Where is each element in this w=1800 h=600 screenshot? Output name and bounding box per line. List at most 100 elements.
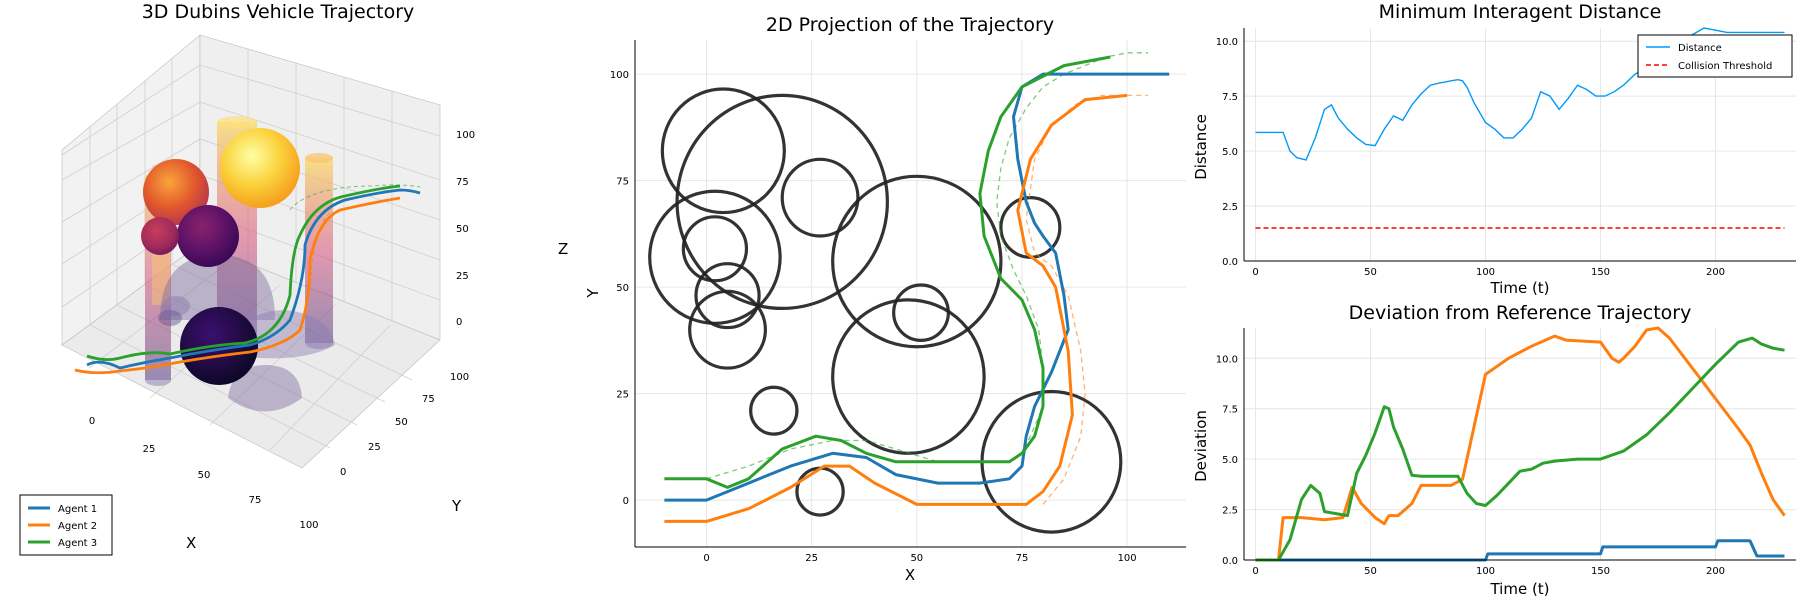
panel-deviation: Deviation from Reference Trajectory 0 50 1… bbox=[1192, 302, 1796, 598]
obstacle-circle bbox=[694, 262, 761, 330]
y-axis-label-2d: Y bbox=[584, 288, 602, 299]
legend-item-agent-2: Agent 2 bbox=[28, 521, 97, 532]
chart-distance-y-tick-label: 7.5 bbox=[1222, 92, 1238, 103]
obstacle-circle bbox=[892, 283, 950, 342]
chart-distance-x-tick-label: 150 bbox=[1591, 267, 1610, 278]
svg-text:50: 50 bbox=[198, 470, 211, 481]
chart-2d-y-tick-label: 75 bbox=[616, 177, 629, 188]
chart-2d-x-tick-label: 25 bbox=[805, 553, 818, 564]
z-axis-label-3d: Z bbox=[558, 240, 568, 258]
chart-2d-title: 2D Projection of the Trajectory bbox=[766, 14, 1054, 36]
panel-2d: 2D Projection of the Trajectory 0 25 50 75 1… bbox=[584, 14, 1186, 584]
chart-deviation-y-tick-label: 5.0 bbox=[1222, 455, 1238, 466]
svg-text:25: 25 bbox=[143, 444, 156, 455]
chart-distance-y-tick-label: 0.0 bbox=[1222, 257, 1238, 268]
chart-distance-x-tick-label: 200 bbox=[1706, 267, 1725, 278]
agent-2-deviation-line bbox=[1255, 326, 1786, 562]
svg-text:Collision Threshold: Collision Threshold bbox=[1678, 61, 1772, 72]
svg-text:Agent 1: Agent 1 bbox=[58, 504, 97, 515]
legend-distance: Distance Collision Threshold bbox=[1637, 34, 1793, 78]
chart-2d-y-tick-label: 0 bbox=[623, 496, 629, 507]
chart-deviation-y-tick-label: 0.0 bbox=[1222, 556, 1238, 567]
chart-deviation-y-tick-label: 10.0 bbox=[1216, 354, 1238, 365]
legend-item-agent-1: Agent 1 bbox=[28, 504, 97, 515]
y-axis-label-distance: Distance bbox=[1192, 114, 1210, 180]
svg-text:0: 0 bbox=[456, 317, 462, 328]
axes-distance: 0 50 100 150 200 0.0 2.5 5.0 7.5 10.0 bbox=[1216, 28, 1796, 278]
chart-2d-x-tick-label: 50 bbox=[910, 553, 923, 564]
chart-distance-x-tick-label: 100 bbox=[1476, 267, 1495, 278]
svg-text:25: 25 bbox=[368, 442, 381, 453]
svg-text:75: 75 bbox=[422, 394, 435, 405]
chart-deviation-x-tick-label: 0 bbox=[1252, 566, 1258, 577]
svg-text:75: 75 bbox=[456, 177, 469, 188]
obstacle-circle bbox=[660, 87, 786, 215]
x-axis-label-2d: X bbox=[905, 566, 915, 584]
agent-1-deviation-line bbox=[1255, 539, 1785, 562]
agent-3-path-2d bbox=[664, 55, 1111, 489]
x-axis-label-deviation: Time (t) bbox=[1489, 580, 1549, 598]
legend-item-distance: Distance bbox=[1646, 43, 1722, 54]
y-axis-label-3d: Y bbox=[451, 497, 462, 515]
obstacle-circles-2d bbox=[648, 87, 1123, 534]
obstacle-circle bbox=[749, 385, 799, 436]
svg-text:50: 50 bbox=[456, 224, 469, 235]
lines-deviation bbox=[1255, 326, 1786, 562]
obstacle-circle bbox=[780, 157, 860, 238]
ticks-3d: 100 75 50 25 0 100 75 50 25 0 0 25 50 75… bbox=[89, 130, 475, 531]
svg-text:50: 50 bbox=[395, 417, 408, 428]
chart-deviation-title: Deviation from Reference Trajectory bbox=[1349, 302, 1692, 324]
grid-deviation bbox=[1244, 328, 1796, 561]
x-axis-label-3d: X bbox=[186, 534, 196, 552]
x-axis-label-distance: Time (t) bbox=[1489, 279, 1549, 297]
svg-text:100: 100 bbox=[456, 130, 475, 141]
agent-2-path-3d bbox=[74, 196, 401, 375]
svg-text:100: 100 bbox=[299, 520, 318, 531]
chart-2d-y-tick-label: 100 bbox=[610, 70, 629, 81]
trajectories-2d bbox=[664, 55, 1170, 523]
axes-2d: 0 25 50 75 100 0 25 50 75 100 bbox=[610, 40, 1186, 564]
chart-deviation-x-tick-label: 150 bbox=[1591, 566, 1610, 577]
chart-distance-y-tick-label: 2.5 bbox=[1222, 202, 1238, 213]
agent-2-path-2d bbox=[664, 93, 1128, 523]
chart-2d-y-tick-label: 50 bbox=[616, 283, 629, 294]
chart-distance-x-tick-label: 50 bbox=[1364, 267, 1377, 278]
agent-1-path-3d bbox=[86, 188, 421, 370]
agent-3-path-3d bbox=[86, 184, 401, 361]
chart-2d-x-tick-label: 100 bbox=[1118, 553, 1137, 564]
chart-distance-y-tick-label: 10.0 bbox=[1216, 37, 1238, 48]
chart-2d-x-tick-label: 0 bbox=[703, 553, 709, 564]
chart-2d-x-tick-label: 75 bbox=[1016, 553, 1029, 564]
y-axis-label-deviation: Deviation bbox=[1192, 410, 1210, 482]
reference-paths-2d bbox=[706, 52, 1149, 505]
reference-path bbox=[1025, 94, 1149, 505]
chart-deviation-x-tick-label: 50 bbox=[1364, 566, 1377, 577]
chart-2d-y-tick-label: 25 bbox=[616, 390, 629, 401]
svg-text:25: 25 bbox=[456, 271, 469, 282]
legend-item-threshold: Collision Threshold bbox=[1646, 61, 1772, 72]
panel-3d: 3D Dubins Vehicle Trajectory bbox=[19, 1, 568, 556]
obstacle-circle bbox=[831, 298, 986, 455]
chart-deviation-x-tick-label: 100 bbox=[1476, 566, 1495, 577]
chart-distance-title: Minimum Interagent Distance bbox=[1379, 1, 1662, 23]
chart-distance-x-tick-label: 0 bbox=[1252, 267, 1258, 278]
obstacle-circle bbox=[831, 174, 1003, 349]
axes-deviation: 0 50 100 150 200 0.0 2.5 5.0 7.5 10.0 bbox=[1216, 328, 1796, 577]
legend-3d: Agent 1 Agent 2 Agent 3 bbox=[19, 494, 113, 556]
chart-distance-y-tick-label: 5.0 bbox=[1222, 147, 1238, 158]
agent-3-deviation-line bbox=[1255, 336, 1785, 562]
legend-item-agent-3: Agent 3 bbox=[28, 538, 97, 549]
trajectories-3d bbox=[74, 184, 421, 375]
svg-text:75: 75 bbox=[249, 495, 262, 506]
chart-deviation-y-tick-label: 2.5 bbox=[1222, 506, 1238, 517]
obstacle-circle bbox=[795, 466, 845, 517]
svg-text:100: 100 bbox=[450, 372, 469, 383]
chart-deviation-y-tick-label: 7.5 bbox=[1222, 405, 1238, 416]
svg-text:Distance: Distance bbox=[1678, 43, 1722, 54]
svg-text:Agent 2: Agent 2 bbox=[58, 521, 97, 532]
chart-deviation-x-tick-label: 200 bbox=[1706, 566, 1725, 577]
svg-text:0: 0 bbox=[340, 467, 346, 478]
svg-text:Agent 3: Agent 3 bbox=[58, 538, 97, 549]
obstacle-circle bbox=[681, 215, 749, 283]
